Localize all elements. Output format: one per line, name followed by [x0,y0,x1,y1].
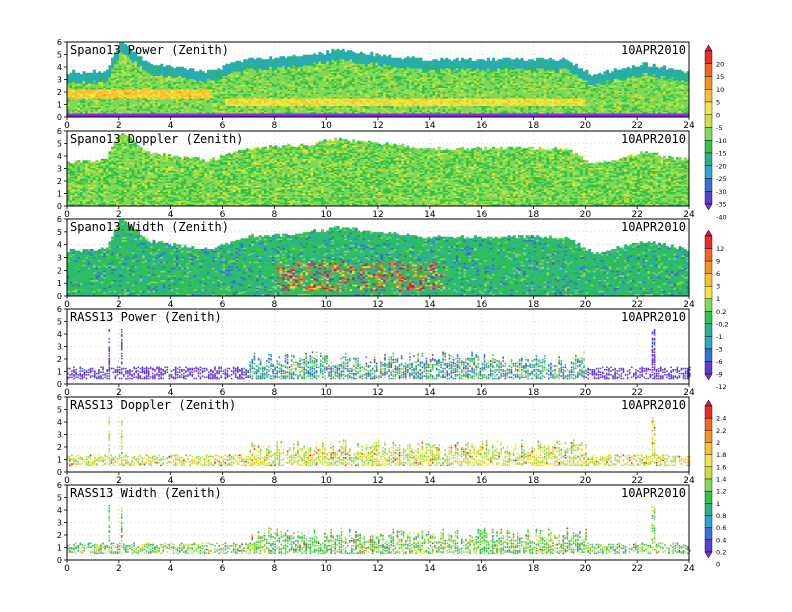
heat-cell [225,64,228,66]
heat-cell [96,73,99,75]
heat-cell [256,58,259,60]
heat-cell [298,56,301,58]
heat-cell [204,73,207,75]
heat-cell [308,55,311,57]
heat-cell [230,62,233,64]
heat-cell [145,61,148,63]
heat-cell [176,67,179,69]
heat-cell [223,65,226,67]
heat-cell [194,71,197,73]
heat-cell [77,73,80,75]
heat-cell [305,55,308,57]
heat-cell [160,64,163,66]
heat-cell [165,65,168,67]
heat-cell [75,73,78,75]
heat-cell [150,64,153,66]
heat-cell [238,61,241,63]
heat-cell [215,70,218,72]
heat-cell [103,71,106,73]
heat-cell [197,71,200,73]
heat-cell [178,67,181,69]
heat-cell [189,68,192,70]
heat-cell [111,58,114,60]
heat-cell [210,70,213,72]
heat-cell [72,70,75,72]
heat-cell [93,70,96,72]
heat-cell [295,56,298,58]
heat-cell [212,70,215,72]
heat-cell [83,71,86,73]
heat-cell [199,70,202,72]
heat-cell [153,65,156,67]
heat-cell [98,71,101,73]
heat-cell [321,53,324,55]
heat-cell [259,58,262,60]
heat-cell [267,59,270,61]
heat-cell [300,56,303,58]
heat-cell [191,68,194,70]
heat-cell [70,73,73,75]
heat-cell [318,52,321,54]
heat-cell [303,55,306,57]
heat-cell [235,61,238,63]
heat-cell [290,56,293,58]
heat-cell [142,61,145,63]
heat-cell [248,58,251,60]
heat-cell [254,59,257,61]
heat-cell [292,55,295,57]
heat-cell [186,70,189,72]
heat-cell [90,73,93,75]
heat-cell [316,55,319,57]
heat-cell [269,56,272,58]
heat-cell [285,58,288,60]
heat-cell [282,56,285,58]
heat-cell [243,59,246,61]
heat-cell [173,68,176,70]
heat-cell [217,68,220,70]
heat-cell [168,65,171,67]
heat-cell [246,59,249,61]
heat-cell [233,62,236,64]
heat-cell [202,71,205,73]
heat-cell [158,65,161,67]
heat-cell [324,55,327,57]
heat-cell [106,70,109,72]
heat-cell [207,70,210,72]
heat-cell [313,53,316,55]
heat-cell [274,58,277,60]
heat-cell [261,59,264,61]
heat-cell [85,73,88,75]
heat-cell [241,62,244,64]
heat-cell [88,73,91,75]
heat-cell [108,65,111,67]
heat-cell [277,58,280,60]
heat-cell [181,67,184,69]
heat-cell [228,64,231,66]
heat-cell [80,74,83,76]
heat-cell [251,58,254,60]
heat-cell [163,67,166,69]
heat-cell [147,62,150,64]
heat-cell [264,59,267,61]
heat-cell [311,55,314,57]
heat-cell [287,56,290,58]
heat-cell [184,68,187,70]
heat-cell [220,70,223,72]
heat-cell [155,65,158,67]
heat-cell [272,59,275,61]
heat-cell [101,73,104,75]
heat-cell [171,67,174,69]
heat-cell [280,56,283,58]
